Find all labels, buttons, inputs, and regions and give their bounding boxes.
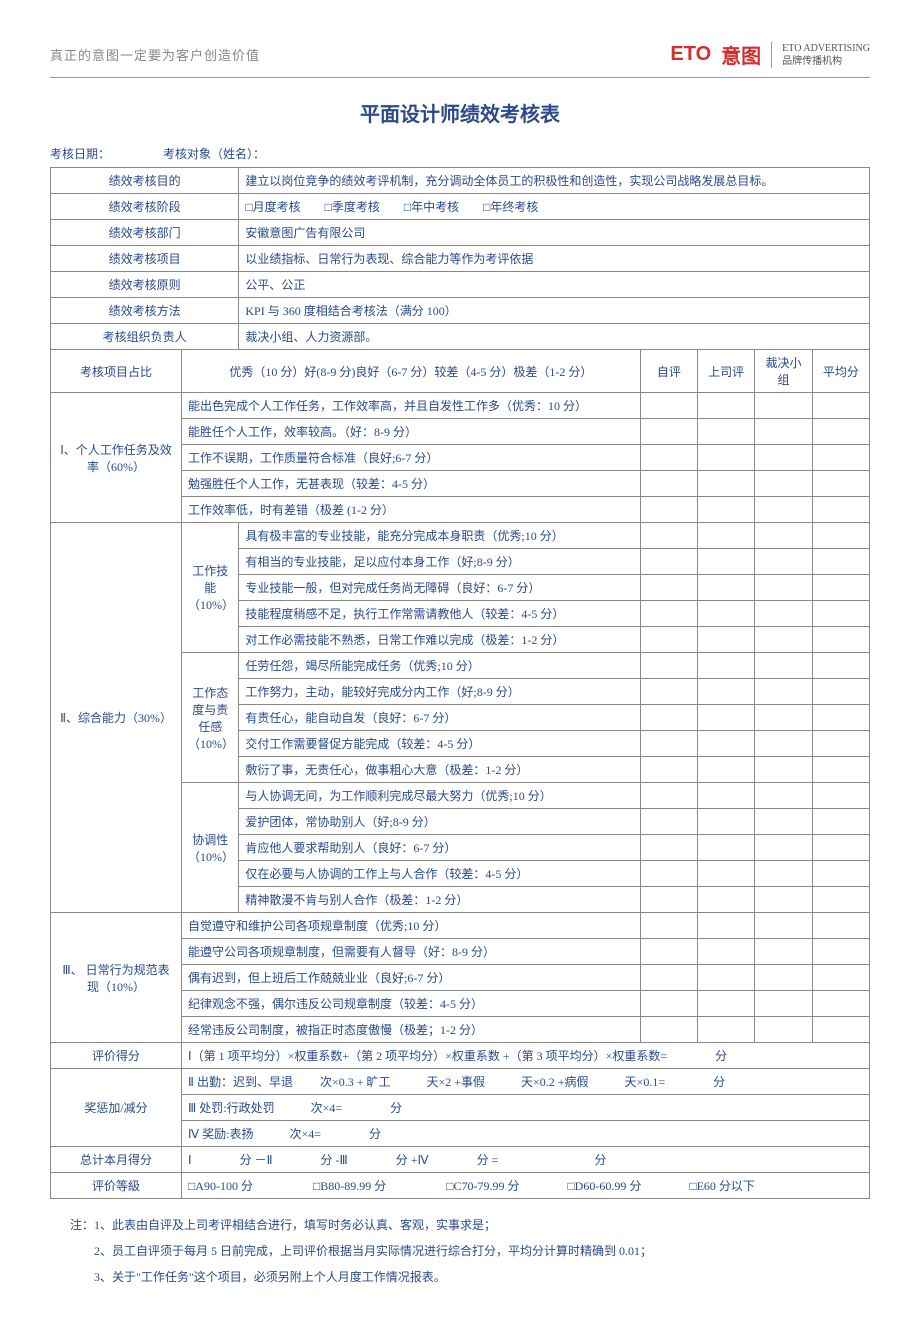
s3-r4: 经常违反公司制度，被指正时态度傲慢（极差；1-2 分） bbox=[182, 1017, 641, 1043]
s2s1-r2: 专业技能一般，但对完成任务尚无障碍（良好：6-7 分） bbox=[239, 575, 640, 601]
method-label: 绩效考核方法 bbox=[51, 298, 239, 324]
grade-label: 评价等級 bbox=[51, 1173, 182, 1199]
s2s1-r3: 技能程度稍感不足，执行工作常需请教他人（较差：4-5 分） bbox=[239, 601, 640, 627]
s1-r3: 勉强胜任个人工作，无甚表现（较差：4-5 分） bbox=[182, 471, 641, 497]
group-header: 裁决小组 bbox=[755, 350, 812, 393]
note-2: 2、员工自评须于每月 5 日前完成，上司评价根据当月实际情况进行综合打分，平均分… bbox=[70, 1239, 870, 1263]
org-label: 考核组织负责人 bbox=[51, 324, 239, 350]
s2s3-r4: 精神散漫不肯与别人合作（极差：1-2 分） bbox=[239, 887, 640, 913]
principle-value: 公平、公正 bbox=[239, 272, 870, 298]
purpose-label: 绩效考核目的 bbox=[51, 168, 239, 194]
subject-label: 考核对象（姓名）： bbox=[163, 147, 265, 161]
page-title: 平面设计师绩效考核表 bbox=[50, 98, 870, 127]
s1-r1: 能胜任个人工作，效率较高。（好：8-9 分） bbox=[182, 419, 641, 445]
note-3: 3、关于"工作任务"这个项目，必须另附上个人月度工作情况报表。 bbox=[70, 1265, 870, 1289]
s2s2-r3: 交付工作需要督促方能完成（较差：4-5 分） bbox=[239, 731, 640, 757]
form-header: 考核日期： 考核对象（姓名）： bbox=[50, 145, 870, 162]
stage-label: 绩效考核阶段 bbox=[51, 194, 239, 220]
s2s3-r3: 仅在必要与人协调的工作上与人合作（较差：4-5 分） bbox=[239, 861, 640, 887]
grade-value: □A90-100 分 □B80-89.99 分 □C70-79.99 分 □D6… bbox=[182, 1173, 870, 1199]
logo-area: ETO 意图 ETO ADVERTISING 品牌传播机构 bbox=[670, 40, 870, 69]
total-label: 总计本月得分 bbox=[51, 1147, 182, 1173]
s2s2-r4: 敷衍了事，无责任心，做事粗心大意（极差：1-2 分） bbox=[239, 757, 640, 783]
bonus-label: 奖惩加/减分 bbox=[51, 1069, 182, 1147]
s2-sub1-label: 工作技能（10%） bbox=[182, 523, 239, 653]
main-table: 绩效考核目的建立以岗位竞争的绩效考评机制，充分调动全体员工的积极性和创造性，实现… bbox=[50, 167, 870, 1199]
s3-r3: 纪律观念不强，偶尔违反公司规章制度（较差：4-5 分） bbox=[182, 991, 641, 1017]
score-label: 评价得分 bbox=[51, 1043, 182, 1069]
avg-header: 平均分 bbox=[812, 350, 869, 393]
s2s1-r1: 有相当的专业技能，足以应付本身工作（好;8-9 分） bbox=[239, 549, 640, 575]
dept-label: 绩效考核部门 bbox=[51, 220, 239, 246]
s3-r1: 能遵守公司各项规章制度，但需要有人督导（好：8-9 分） bbox=[182, 939, 641, 965]
slogan: 真正的意图一定要为客户创造价值 bbox=[50, 45, 260, 64]
s2-sub2-label: 工作态度与责任感（10%） bbox=[182, 653, 239, 783]
ratio-label: 考核项目占比 bbox=[51, 350, 182, 393]
s2-sub3-label: 协调性（10%） bbox=[182, 783, 239, 913]
logo-right: ETO ADVERTISING 品牌传播机构 bbox=[771, 42, 870, 68]
total-value: Ⅰ 分 －Ⅱ 分 -Ⅲ 分 +Ⅳ 分 = 分 bbox=[182, 1147, 870, 1173]
s3-r2: 偶有迟到，但上班后工作兢兢业业（良好;6-7 分） bbox=[182, 965, 641, 991]
criteria-header: 优秀（10 分）好(8-9 分)良好（6-7 分）较差（4-5 分）极差（1-2… bbox=[182, 350, 641, 393]
principle-label: 绩效考核原则 bbox=[51, 272, 239, 298]
boss-header: 上司评 bbox=[697, 350, 754, 393]
org-value: 裁决小组、人力资源部。 bbox=[239, 324, 870, 350]
s2s1-r4: 对工作必需技能不熟悉，日常工作难以完成（极差：1-2 分） bbox=[239, 627, 640, 653]
section3-label: Ⅲ、 日常行为规范表现（10%） bbox=[51, 913, 182, 1043]
date-label: 考核日期： bbox=[50, 147, 110, 161]
s2s2-r0: 任劳任怨，竭尽所能完成任务（优秀;10 分） bbox=[239, 653, 640, 679]
s1-r4: 工作效率低，时有差错（极差 (1-2 分） bbox=[182, 497, 641, 523]
bonus-r1: Ⅲ 处罚:行政处罚 次×4= 分 bbox=[182, 1095, 870, 1121]
page-header: 真正的意图一定要为客户创造价值 ETO 意图 ETO ADVERTISING 品… bbox=[50, 40, 870, 78]
item-value: 以业绩指标、日常行为表现、综合能力等作为考评依据 bbox=[239, 246, 870, 272]
logo-cn: 意图 bbox=[721, 40, 761, 69]
bonus-r0: Ⅱ 出勤：迟到、早退 次×0.3 + 旷工 天×2 +事假 天×0.2 +病假 … bbox=[182, 1069, 870, 1095]
self-header: 自评 bbox=[640, 350, 697, 393]
s2s3-r1: 爱护团体，常协助别人（好;8-9 分） bbox=[239, 809, 640, 835]
s3-r0: 自觉遵守和维护公司各项规章制度（优秀;10 分） bbox=[182, 913, 641, 939]
stage-value: □月度考核 □季度考核 □年中考核 □年终考核 bbox=[239, 194, 870, 220]
s2s3-r0: 与人协调无间，为工作顺利完成尽最大努力（优秀;10 分） bbox=[239, 783, 640, 809]
score-value: Ⅰ（第 1 项平均分）×权重系数+（第 2 项平均分）×权重系数 +（第 3 项… bbox=[182, 1043, 870, 1069]
s1-r2: 工作不误期，工作质量符合标准（良好;6-7 分） bbox=[182, 445, 641, 471]
method-value: KPI 与 360 度相结合考核法（满分 100） bbox=[239, 298, 870, 324]
item-label: 绩效考核项目 bbox=[51, 246, 239, 272]
logo-en: ETO bbox=[670, 43, 711, 66]
s2s1-r0: 具有极丰富的专业技能，能充分完成本身职责（优秀;10 分） bbox=[239, 523, 640, 549]
purpose-value: 建立以岗位竞争的绩效考评机制，充分调动全体员工的积极性和创造性，实现公司战略发展… bbox=[239, 168, 870, 194]
notes-section: 注：1、此表由自评及上司考评相结合进行，填写时务必认真、客观，实事求是； 2、员… bbox=[50, 1213, 870, 1289]
section1-label: Ⅰ、个人工作任务及效率（60%） bbox=[51, 393, 182, 523]
note-1: 注：1、此表由自评及上司考评相结合进行，填写时务必认真、客观，实事求是； bbox=[70, 1213, 870, 1237]
s2s3-r2: 肯应他人要求帮助别人（良好：6-7 分） bbox=[239, 835, 640, 861]
dept-value: 安徽意图广告有限公司 bbox=[239, 220, 870, 246]
section2-label: Ⅱ、综合能力（30%） bbox=[51, 523, 182, 913]
s2s2-r1: 工作努力，主动，能较好完成分内工作（好;8-9 分） bbox=[239, 679, 640, 705]
bonus-r2: Ⅳ 奖励:表扬 次×4= 分 bbox=[182, 1121, 870, 1147]
s1-r0: 能出色完成个人工作任务，工作效率高，并且自发性工作多（优秀：10 分） bbox=[182, 393, 641, 419]
s2s2-r2: 有责任心，能自动自发（良好：6-7 分） bbox=[239, 705, 640, 731]
